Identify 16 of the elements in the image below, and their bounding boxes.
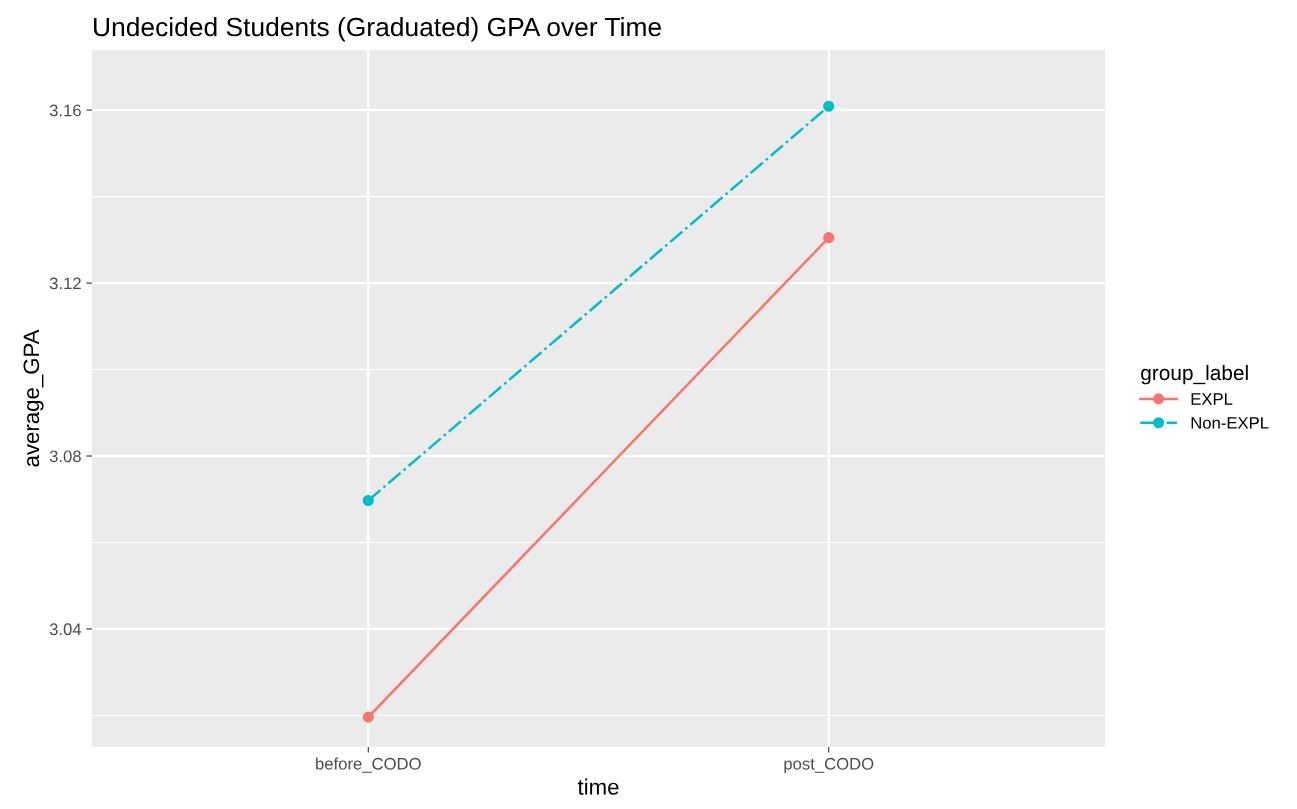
point [362, 711, 374, 723]
legend-label: EXPL [1191, 393, 1233, 405]
y-tick-label: 3.08 [49, 450, 81, 463]
y-tick-label: 3.16 [49, 104, 81, 117]
x-tick-label: before_CODO [316, 757, 421, 773]
legend-label: Non-EXPL [1191, 417, 1269, 429]
x-axis-title: time [577, 778, 619, 795]
y-tick-label: 3.12 [49, 277, 81, 290]
legend-title: group_label [1141, 364, 1248, 385]
y-tick-label: 3.04 [49, 623, 82, 636]
y-axis-title: average_GPA [23, 329, 44, 467]
x-tick-label: post_CODO [784, 757, 874, 773]
point [823, 232, 835, 244]
point [362, 494, 374, 507]
point [823, 100, 835, 112]
chart-title: Undecided Students (Graduated) GPA over Time [94, 16, 661, 42]
